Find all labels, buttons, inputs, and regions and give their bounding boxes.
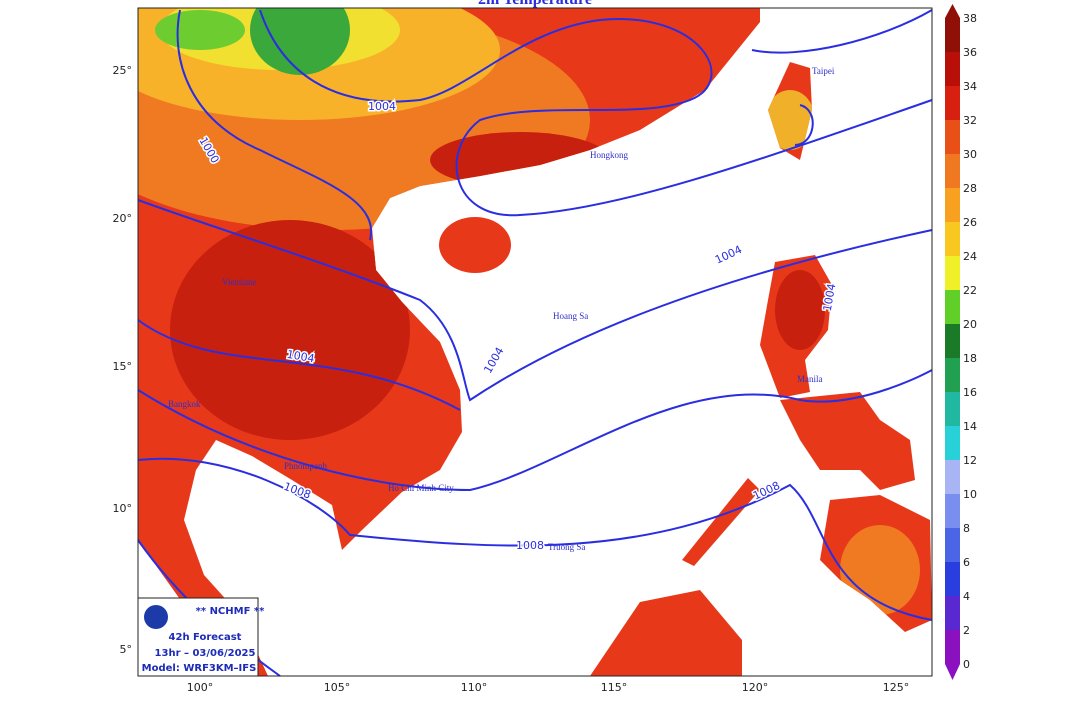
- colorbar-label: 24: [963, 250, 977, 263]
- place-label: Truong Sa: [548, 542, 585, 552]
- colorbar-segment: [945, 494, 960, 528]
- colorbar-label: 28: [963, 182, 977, 195]
- colorbar-segment: [945, 630, 960, 664]
- lon-tick-label: 105°: [324, 681, 351, 694]
- isobar: [137, 319, 461, 411]
- lat-tick-label: 25°: [113, 64, 133, 77]
- place-label: Ho Chi Minh City: [388, 483, 454, 493]
- colorbar-label: 10: [963, 488, 977, 501]
- colorbar-label: 36: [963, 46, 977, 59]
- colorbar-label: 38: [963, 12, 977, 25]
- colorbar-label: 26: [963, 216, 977, 229]
- isobars: [137, 9, 933, 677]
- colorbar-segment: [945, 324, 960, 358]
- place-label: Bangkok: [168, 399, 201, 409]
- map-title: 2m Temperature: [478, 0, 592, 8]
- place-label: Hongkong: [590, 150, 628, 160]
- colorbar-label: 20: [963, 318, 977, 331]
- isobar: [137, 457, 933, 621]
- place-label: Taipei: [812, 66, 835, 76]
- colorbar-segment: [945, 120, 960, 154]
- legend-time: 13hr – 03/06/2025: [155, 648, 256, 659]
- lon-tick-label: 125°: [883, 681, 910, 694]
- isobar-label: 1004: [368, 100, 396, 113]
- colorbar-label: 4: [963, 590, 970, 603]
- colorbar-segment: [945, 596, 960, 630]
- isobar: [176, 9, 373, 241]
- isobar: [259, 9, 933, 217]
- legend-box: ** NCHMF ** 42h Forecast 13hr – 03/06/20…: [137, 597, 266, 677]
- lon-tick-label: 120°: [742, 681, 769, 694]
- logo: [144, 605, 168, 629]
- lat-tick-label: 15°: [113, 360, 133, 373]
- map-frame: [137, 7, 933, 677]
- colorbar-arrow: [945, 664, 960, 680]
- colorbar-label: 2: [963, 624, 970, 637]
- lat-tick-label: 5°: [120, 643, 133, 656]
- colorbar-label: 32: [963, 114, 977, 127]
- isobar: [751, 9, 933, 54]
- place-label: Manila: [797, 374, 823, 384]
- colorbar-label: 14: [963, 420, 977, 433]
- colorbar-label: 16: [963, 386, 977, 399]
- colorbar-segment: [945, 528, 960, 562]
- colorbar-label: 22: [963, 284, 977, 297]
- lat-tick-label: 10°: [113, 502, 133, 515]
- place-label: Hoang Sa: [553, 311, 588, 321]
- colorbar-segment: [945, 426, 960, 460]
- colorbar-segment: [945, 86, 960, 120]
- colorbar-segment: [945, 154, 960, 188]
- colorbar-label: 34: [963, 80, 977, 93]
- colorbar-label: 0: [963, 658, 970, 671]
- colorbar-label: 30: [963, 148, 977, 161]
- legend-org: ** NCHMF **: [196, 606, 266, 617]
- isobar: [137, 199, 933, 402]
- place-label: Vientiane: [222, 277, 256, 287]
- colorbar-segment: [945, 222, 960, 256]
- colorbar-label: 6: [963, 556, 970, 569]
- colorbar-label: 8: [963, 522, 970, 535]
- colorbar-segment: [945, 460, 960, 494]
- colorbar-segment: [945, 358, 960, 392]
- place-label: Phnompenh: [284, 461, 328, 471]
- lon-tick-label: 115°: [601, 681, 628, 694]
- lon-tick-label: 110°: [461, 681, 488, 694]
- colorbar-segment: [945, 256, 960, 290]
- lon-tick-label: 100°: [187, 681, 214, 694]
- colorbar-segment: [945, 290, 960, 324]
- colorbar-segment: [945, 18, 960, 52]
- isobar: [137, 369, 933, 492]
- isobar: [794, 104, 814, 146]
- colorbar-segment: [945, 562, 960, 596]
- legend-model: Model: WRF3KM–IFS: [142, 663, 257, 674]
- lat-tick-label: 20°: [113, 212, 133, 225]
- colorbar-segment: [945, 188, 960, 222]
- colorbar-label: 18: [963, 352, 977, 365]
- colorbar-segment: [945, 52, 960, 86]
- colorbar-label: 12: [963, 454, 977, 467]
- colorbar-arrow: [945, 4, 960, 18]
- isobar-label: 1008: [516, 539, 544, 552]
- colorbar-segment: [945, 392, 960, 426]
- legend-forecast: 42h Forecast: [169, 632, 242, 643]
